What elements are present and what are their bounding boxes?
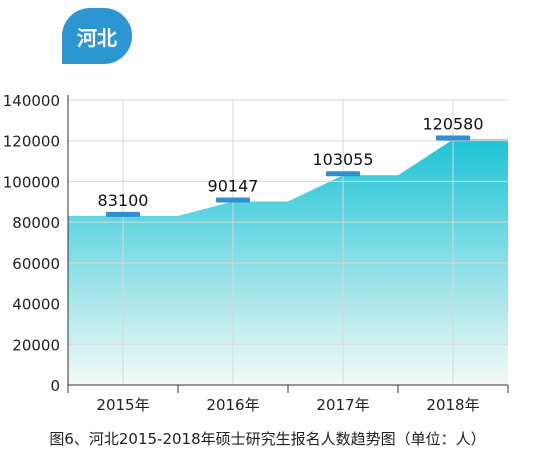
y-tick-label: 140000 [3,92,60,110]
registration-trend-chart: 0 20000 40000 60000 80000 100000 120000 140000 2… [3,92,509,414]
x-tick-label: 2015年 [96,396,149,414]
x-tick-label: 2017年 [316,396,369,414]
data-label: 83100 [98,191,149,210]
region-badge-label: 河北 [77,25,117,50]
chart-caption: 图6、河北2015-2018年硕士研究生报名人数趋势图（单位：人） [49,430,486,448]
x-tick-label: 2016年 [206,396,259,414]
data-point-marker [326,171,360,177]
data-point-marker [436,135,470,141]
data-label: 90147 [208,176,259,195]
y-tick-label: 120000 [3,133,60,151]
data-label: 103055 [312,150,373,169]
data-label: 120580 [422,115,483,134]
x-tick-label: 2018年 [426,396,479,414]
data-point-marker [106,211,140,217]
y-tick-label: 100000 [3,173,60,191]
y-tick-label: 80000 [12,214,60,232]
region-badge: 河北 [62,8,132,64]
y-tick-label: 60000 [12,255,60,273]
y-tick-label: 20000 [12,336,60,354]
y-tick-label: 0 [50,377,60,395]
series-area [68,139,508,385]
y-tick-label: 40000 [12,296,60,314]
data-point-marker [216,197,250,203]
